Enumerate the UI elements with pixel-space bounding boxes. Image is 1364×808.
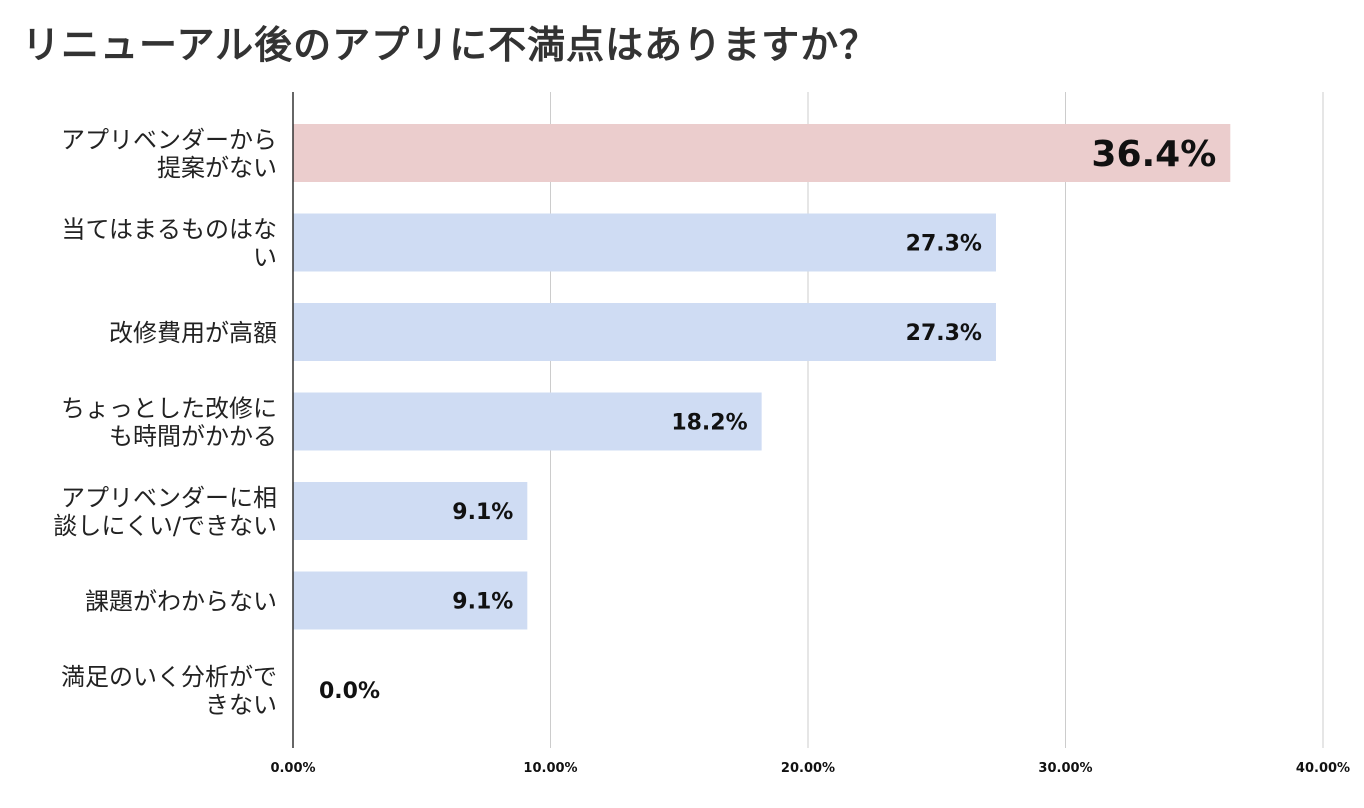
bar — [293, 571, 528, 630]
chart-title: リニューアル後のアプリに不満点はありますか？ — [22, 23, 879, 67]
category-label: ちょっとした改修にも時間がかかる — [61, 395, 277, 451]
bar — [293, 482, 528, 540]
bar — [293, 303, 996, 361]
bar — [293, 392, 762, 451]
category-label: 課題がわからない — [85, 588, 277, 616]
value-label: 9.1% — [452, 590, 513, 615]
bar — [293, 213, 996, 272]
x-tick-label: 40.00% — [1296, 761, 1350, 776]
value-label: 18.2% — [671, 411, 747, 436]
value-label: 36.4% — [1091, 134, 1216, 175]
bar — [293, 124, 1231, 182]
x-tick-label: 0.00% — [270, 761, 315, 776]
value-label: 27.3% — [906, 321, 982, 346]
value-label: 0.0% — [319, 679, 380, 704]
category-label: 改修費用が高額 — [109, 319, 277, 347]
x-tick-label: 10.00% — [523, 761, 577, 776]
category-label: 当てはまるものはない — [61, 216, 277, 272]
value-label: 27.3% — [906, 232, 982, 257]
category-label: 満足のいく分析ができない — [61, 663, 277, 719]
value-label: 9.1% — [452, 500, 513, 525]
x-tick-label: 30.00% — [1038, 761, 1092, 776]
x-tick-label: 20.00% — [781, 761, 835, 776]
category-label: アプリベンダーに相談しにくい/できない — [53, 484, 277, 540]
category-label: アプリベンダーから提案がない — [61, 126, 277, 182]
